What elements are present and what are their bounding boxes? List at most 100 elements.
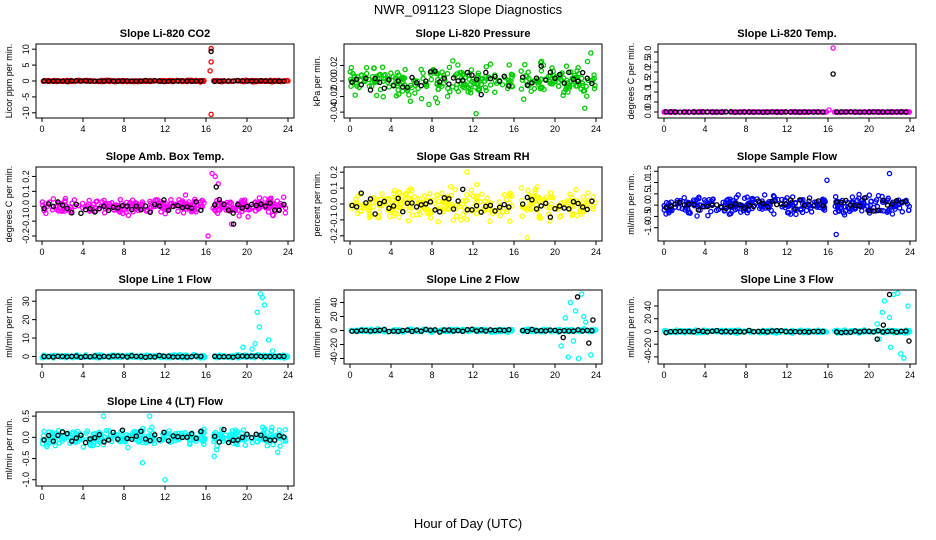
reference-point [501, 73, 508, 80]
reference-point [184, 434, 190, 440]
data-point [468, 67, 475, 73]
data-point [211, 453, 217, 460]
reference-point [404, 327, 411, 333]
data-point [407, 98, 414, 105]
reference-point [880, 197, 886, 204]
panel-title: Slope Amb. Box Temp. [106, 151, 225, 163]
data-point [366, 211, 373, 218]
data-point [482, 84, 489, 91]
data-point [464, 169, 470, 175]
data-point [830, 45, 836, 51]
data-point [162, 477, 168, 483]
data-point [797, 207, 804, 213]
data-point [252, 340, 258, 347]
data-point [46, 440, 52, 447]
data-point [563, 84, 570, 90]
data-point [849, 194, 856, 200]
panel-10: Slope Line 4 (LT) Flow 0 4 8 12 16 20 24 -1.0 -0.… [4, 396, 295, 502]
data-point [563, 63, 570, 69]
data-point [40, 432, 47, 439]
data-point [866, 192, 873, 198]
data-point [259, 294, 266, 301]
reference-point [704, 109, 711, 115]
data-point [565, 354, 572, 360]
reference-point [59, 202, 66, 208]
y-tick-label: 0.1 [329, 182, 339, 195]
data-point [766, 199, 772, 205]
data-point [426, 101, 432, 108]
reference-point [119, 427, 126, 433]
data-point [242, 442, 248, 448]
data-point [859, 208, 865, 214]
reference-point [390, 203, 397, 209]
reference-point [59, 429, 66, 435]
reference-point [764, 203, 771, 210]
x-tick-label: 0 [347, 370, 352, 380]
x-tick-label: 24 [591, 370, 601, 380]
data-point [388, 70, 394, 76]
x-tick-label: 16 [201, 492, 211, 502]
data-point [547, 80, 553, 87]
reference-point [244, 203, 250, 210]
data-point [771, 211, 777, 217]
reference-point [208, 48, 214, 55]
reference-point [450, 206, 457, 212]
data-point [100, 441, 107, 448]
data-point [509, 203, 515, 209]
data-point [483, 87, 489, 94]
x-tick-label: 16 [201, 124, 211, 134]
data-point [209, 170, 215, 177]
data-point [552, 78, 558, 85]
data-point [158, 209, 164, 215]
data-point [236, 213, 242, 219]
data-point [110, 206, 117, 213]
x-tick-label: 8 [121, 247, 126, 257]
data-point [570, 338, 577, 344]
data-point [824, 177, 830, 184]
data-point [580, 194, 586, 200]
x-tick-label: 4 [388, 124, 393, 134]
data-point [466, 85, 472, 91]
data-point [439, 199, 446, 205]
data-point [417, 211, 423, 218]
data-point [82, 203, 88, 210]
reference-point [672, 201, 679, 207]
x-tick-label: 24 [283, 124, 293, 134]
reference-point [281, 201, 287, 208]
panel-title: Slope Line 1 Flow [119, 274, 212, 286]
data-point [484, 195, 491, 202]
x-tick-label: 4 [388, 247, 393, 257]
data-point [256, 324, 263, 330]
data-point [101, 210, 108, 216]
x-tick-label: 4 [702, 124, 707, 134]
data-point [524, 205, 530, 211]
data-point [424, 209, 431, 215]
data-point [779, 196, 785, 203]
data-point [473, 110, 479, 117]
x-tick-label: 20 [550, 124, 560, 134]
data-point [479, 75, 485, 82]
x-tick-label: 20 [864, 124, 874, 134]
data-point [254, 309, 260, 316]
reference-point [459, 328, 466, 335]
data-point [182, 430, 189, 436]
data-point [402, 66, 408, 73]
reference-point [281, 434, 287, 440]
reference-point [376, 79, 383, 86]
data-point [149, 424, 155, 431]
x-tick-label: 24 [283, 492, 293, 502]
data-point [808, 209, 815, 215]
data-point [588, 352, 594, 358]
y-tick-label: -1.0 [643, 220, 653, 236]
x-tick-label: 20 [864, 247, 874, 257]
x-tick-label: 8 [429, 124, 434, 134]
reference-point [281, 353, 287, 360]
reference-point [230, 221, 237, 227]
y-tick-label: 0.0 [643, 199, 653, 212]
reference-point [667, 203, 674, 210]
data-point [573, 186, 579, 193]
reference-point [473, 76, 480, 83]
y-tick-label: -0.1 [21, 213, 31, 229]
reference-point [584, 206, 591, 213]
data-point [421, 192, 428, 199]
